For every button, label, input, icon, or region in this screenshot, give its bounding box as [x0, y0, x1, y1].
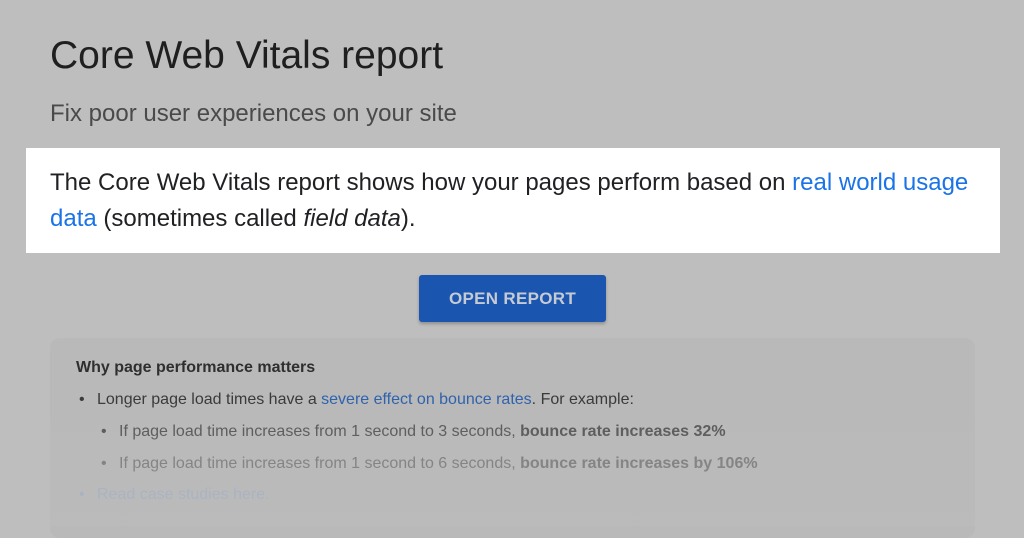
list-item-text: Longer page load times have a: [97, 391, 322, 408]
description-text-end: ).: [400, 205, 416, 232]
performance-info-card: Why page performance matters • Longer pag…: [50, 338, 975, 538]
list-item: • If page load time increases from 1 seco…: [101, 423, 726, 441]
list-item-emphasis: bounce rate increases 32%: [520, 423, 726, 440]
list-item-text: If page load time increases from 1 secon…: [119, 423, 521, 440]
bullet-icon: •: [101, 423, 107, 440]
open-report-button[interactable]: OPEN REPORT: [419, 275, 606, 322]
bullet-icon: •: [79, 391, 85, 408]
case-studies-link[interactable]: Read case studies here.: [97, 486, 270, 503]
bullet-icon: •: [79, 486, 85, 503]
list-item-text-end: . For example:: [531, 391, 634, 408]
bullet-icon: •: [101, 455, 107, 472]
description-text-middle: (sometimes called: [96, 205, 304, 232]
list-item: • Read case studies here.: [79, 486, 270, 504]
field-data-term: field data: [303, 205, 401, 232]
list-item: • Longer page load times have a severe ef…: [79, 391, 634, 409]
highlighted-description: The Core Web Vitals report shows how you…: [26, 148, 1000, 253]
page-subtitle: Fix poor user experiences on your site: [50, 100, 457, 127]
list-item-text: If page load time increases from 1 secon…: [119, 455, 521, 472]
list-item-emphasis: bounce rate increases by 106%: [520, 455, 758, 472]
page-title: Core Web Vitals report: [50, 34, 444, 77]
bounce-rates-link[interactable]: severe effect on bounce rates: [321, 391, 532, 408]
description-text: The Core Web Vitals report shows how you…: [50, 169, 793, 196]
real-world-usage-data-link[interactable]: real world usage data: [50, 169, 969, 232]
list-item: • If page load time increases from 1 seco…: [101, 455, 758, 473]
card-title: Why page performance matters: [76, 359, 316, 376]
